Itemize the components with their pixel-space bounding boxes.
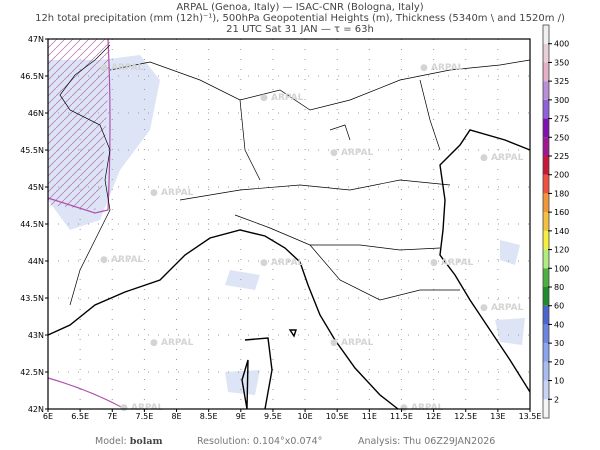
watermark-text: ● ARPAL [150, 188, 194, 198]
lon-label: 10.5E [326, 412, 349, 421]
colorbar-label: 400 [554, 40, 569, 49]
lon-label: 7.5E [136, 412, 154, 421]
colorbar-label: 200 [554, 171, 569, 180]
colorbar-label: 225 [554, 152, 569, 161]
watermark-text: ● ARPAL [120, 403, 164, 413]
title-line-3: 21 UTC Sat 31 JAN — τ = 63h [226, 24, 374, 35]
colorbar-label: 250 [554, 133, 569, 142]
lat-label: 43N [28, 331, 44, 340]
colorbar-swatch [543, 343, 549, 362]
watermark-text: ● ARPAL [420, 63, 464, 73]
colorbar-swatch [543, 380, 549, 400]
borders [59, 44, 531, 306]
watermark-text: ● ARPAL [480, 303, 524, 313]
lon-label: 13.5E [519, 412, 542, 421]
colorbar-swatch [543, 43, 549, 63]
analysis-info: Analysis: Thu 06Z29JAN2026 [358, 436, 496, 447]
colorbar-swatch [543, 287, 549, 306]
lat-label: 45N [28, 183, 44, 192]
colorbar-label: 160 [554, 208, 569, 217]
longitude-labels: 6E 6.5E 7E 7.5E 8E 8.5E 9E 9.5E 10E 10.5E 11E 11.5E… [43, 409, 542, 421]
lon-label: 8E [171, 412, 181, 421]
watermark-text: ● ARPAL [100, 255, 144, 265]
lat-label: 47N [28, 35, 44, 44]
colorbar-label: 2 [554, 395, 559, 404]
colorbar-label: 140 [554, 227, 569, 236]
lat-label: 44.5N [20, 220, 44, 229]
colorbar-label: 325 [554, 77, 569, 86]
coastline [47, 129, 531, 410]
colorbar-swatch [543, 174, 549, 194]
watermark-text: ● ARPAL [150, 338, 194, 348]
colorbar-label: 100 [554, 264, 569, 273]
colorbar-swatch [543, 62, 549, 82]
lon-label: 13E [490, 412, 505, 421]
lon-label: 10E [297, 412, 312, 421]
colorbar-swatch [543, 361, 549, 381]
watermark-text: ● ARPAL [400, 403, 444, 413]
colorbar-label: 60 [554, 302, 564, 311]
colorbar-swatch [543, 249, 549, 269]
colorbar-label: 10 [554, 377, 564, 386]
title-line-2: 12h total precipitation (mm (12h)⁻¹), 50… [35, 13, 565, 24]
colorbar-label: 300 [554, 96, 569, 105]
lon-label: 7E [107, 412, 117, 421]
watermark-text: ● ARPAL [430, 258, 474, 268]
colorbar-swatch [543, 399, 549, 418]
colorbar-swatch [543, 156, 549, 175]
colorbar-label: 275 [554, 115, 569, 124]
latitude-labels: 47N 46.5N 46N 45.5N 45N 44.5N 44N 43.5N 43N 42.5N… [20, 35, 48, 414]
colorbar-swatch [543, 137, 549, 156]
colorbar-label: 120 [554, 246, 569, 255]
colorbar-swatch [543, 268, 549, 287]
colorbar-swatch [543, 305, 549, 325]
thickness-contour [47, 38, 126, 410]
lat-label: 46.5N [20, 72, 44, 81]
lon-label: 9.5E [264, 412, 282, 421]
colorbar-label: 80 [554, 283, 564, 292]
colorbar-swatch [543, 212, 549, 231]
watermark-text: ● ARPAL [480, 153, 524, 163]
lat-label: 45.5N [20, 146, 44, 155]
lat-label: 43.5N [20, 294, 44, 303]
lat-label: 44N [28, 257, 44, 266]
lon-label: 11E [362, 412, 377, 421]
colorbar-swatch [543, 99, 549, 119]
colorbar-swatch [543, 193, 549, 213]
title-line-1: ARPAL (Genoa, Italy) — ISAC-CNR (Bologna… [176, 2, 424, 13]
colorbar-swatch [543, 81, 549, 100]
colorbar-swatch [543, 324, 549, 344]
watermark-text: ● ARPAL [100, 63, 144, 73]
lon-label: 6E [43, 412, 53, 421]
thickness-hatch-area [48, 39, 110, 210]
colorbar-label: 180 [554, 189, 569, 198]
lat-label: 42.5N [20, 368, 44, 377]
precipitation-map: ● ARPAL ● ARPAL ● ARPAL ● ARPAL ● ARPAL ● ARP… [20, 24, 569, 421]
colorbar-label: 30 [554, 339, 564, 348]
lon-label: 9E [236, 412, 246, 421]
lon-label: 8.5E [200, 412, 218, 421]
lat-label: 46N [28, 109, 44, 118]
lat-label: 42N [28, 405, 44, 414]
watermarks: ● ARPAL ● ARPAL ● ARPAL ● ARPAL ● ARPAL ● ARP… [100, 63, 524, 413]
colorbar-label: 40 [554, 320, 564, 329]
lon-label: 12.5E [454, 412, 477, 421]
colorbar-swatch [543, 230, 549, 250]
lon-label: 11.5E [390, 412, 413, 421]
lon-label: 6.5E [71, 412, 89, 421]
watermark-text: ● ARPAL [260, 93, 304, 103]
colorbar-swatch [543, 118, 549, 138]
colorbar-swatch [543, 25, 549, 44]
watermark-text: ● ARPAL [330, 338, 374, 348]
colorbar: 2 10 20 30 40 60 80 100 120 140 160 180 200 225 250 275… [542, 24, 569, 419]
model-info: Model: bolam [95, 436, 163, 447]
watermark-text: ● ARPAL [330, 148, 374, 158]
colorbar-label: 350 [554, 58, 569, 67]
watermark-text: ● ARPAL [260, 258, 304, 268]
resolution-info: Resolution: 0.104°x0.074° [197, 436, 323, 447]
colorbar-label: 20 [554, 358, 564, 367]
grid-lines [48, 39, 530, 409]
lon-label: 12E [426, 412, 441, 421]
